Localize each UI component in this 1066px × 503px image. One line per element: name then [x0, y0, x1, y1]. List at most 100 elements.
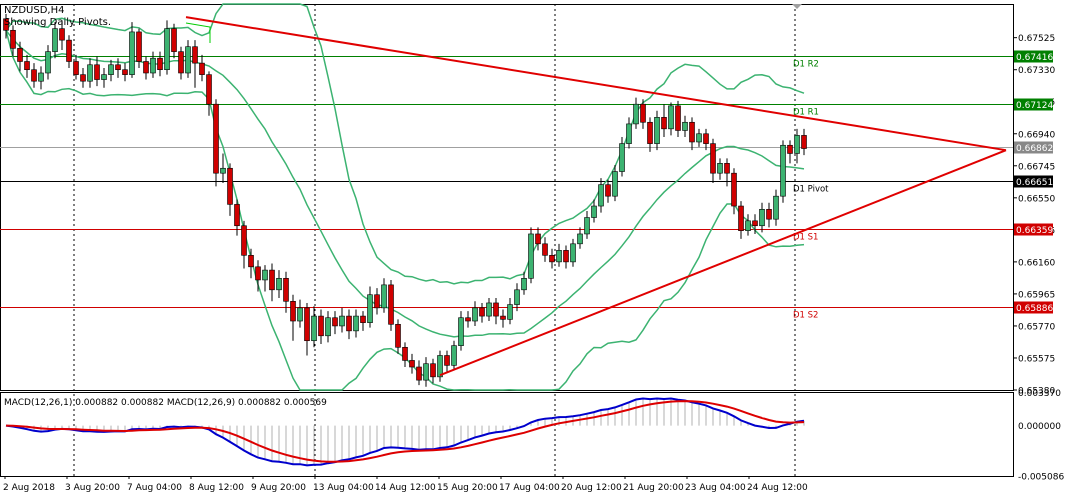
- x-axis-label-7: 15 Aug 20:00: [437, 483, 498, 493]
- pivot-tag-bg-4: [1014, 301, 1053, 314]
- candle-body-4: [31, 69, 37, 82]
- x-axis-label-8: 17 Aug 04:00: [499, 483, 560, 493]
- candle-body-92: [647, 121, 653, 144]
- macd-tick-label-0: 0.003370: [1018, 389, 1061, 399]
- candle-body-47: [332, 317, 338, 327]
- price-tick-label-9: 0.65770: [1018, 322, 1055, 332]
- candle-body-77: [542, 243, 548, 256]
- candle-body-65: [458, 317, 464, 346]
- candle-body-52: [367, 294, 373, 323]
- pivot-tag-1: 0.67124: [1016, 101, 1053, 111]
- candle-body-85: [598, 184, 604, 207]
- candle-body-60: [423, 363, 429, 381]
- pivots-note: Showing Daily Pivots.: [4, 17, 112, 28]
- macd-tick-label-2: -0.005086: [1018, 472, 1064, 482]
- pivot-tag-0: 0.67416: [1016, 53, 1053, 63]
- x-axis-label-5: 13 Aug 04:00: [313, 483, 374, 493]
- candle-body-113: [794, 135, 800, 154]
- current-price-tag-bg: [1014, 141, 1053, 154]
- x-axis-label-10: 21 Aug 20:00: [623, 483, 684, 493]
- candle-body-106: [745, 220, 751, 231]
- pivot-tag-bg-3: [1014, 223, 1053, 236]
- candle-body-11: [80, 74, 86, 82]
- x-axis-label-0: 2 Aug 2018: [3, 483, 55, 493]
- candle-body-82: [577, 233, 583, 245]
- candle-body-91: [640, 103, 646, 123]
- candle-body-13: [94, 64, 100, 80]
- candle-body-44: [311, 315, 317, 342]
- candle-body-5: [38, 72, 44, 82]
- price-tick-label-4: 0.66745: [1018, 162, 1055, 172]
- candle-body-100: [703, 133, 709, 144]
- candle-body-31: [220, 167, 226, 174]
- candle-body-26: [185, 46, 191, 74]
- candle-body-108: [759, 209, 765, 227]
- candle-body-29: [206, 74, 212, 105]
- candle-body-78: [549, 255, 555, 263]
- pivot-label-2: D1 Pivot: [793, 185, 829, 195]
- candle-body-15: [108, 64, 114, 75]
- candle-body-10: [73, 61, 79, 75]
- candle-body-102: [717, 163, 723, 174]
- candle-body-68: [479, 307, 485, 317]
- candle-body-64: [451, 345, 457, 366]
- macd-label: MACD(12,26,1) 0.000882 0.000882 MACD(12,…: [4, 397, 327, 409]
- candle-body-50: [353, 315, 359, 332]
- candle-body-69: [486, 302, 492, 317]
- candle-body-12: [87, 64, 93, 82]
- candle-body-79: [556, 250, 562, 263]
- candle-body-43: [304, 307, 310, 342]
- candle-body-39: [276, 278, 282, 291]
- selection-marker: [185, 22, 211, 43]
- candle-body-35: [248, 255, 254, 268]
- trendline-lower: [439, 149, 1007, 377]
- candle-body-97: [682, 121, 688, 131]
- x-axis-label-4: 9 Aug 20:00: [251, 483, 306, 493]
- candle-body-80: [563, 250, 569, 263]
- candle-body-14: [101, 74, 107, 80]
- candle-body-112: [787, 144, 793, 154]
- macd-label-part-a: MACD(12,26,1) 0.000882 0.000882: [4, 398, 164, 408]
- trendline-upper: [185, 16, 1007, 152]
- pivot-label-0: D1 R2: [793, 60, 819, 70]
- x-axis-label-1: 3 Aug 20:00: [65, 483, 120, 493]
- macd-label-part-b: MACD(12,26,9) 0.000882 0.000569: [166, 398, 327, 408]
- candle-body-20: [143, 61, 149, 74]
- candle-body-98: [689, 121, 695, 143]
- candle-body-27: [192, 46, 198, 64]
- candle-body-70: [493, 302, 499, 317]
- candle-body-55: [388, 284, 394, 325]
- candle-body-83: [584, 217, 590, 235]
- candle-body-25: [178, 51, 184, 74]
- candle-body-24: [171, 28, 177, 52]
- candle-body-107: [752, 220, 758, 227]
- candle-body-30: [213, 103, 219, 174]
- candle-body-89: [626, 123, 632, 144]
- scroll-marker-icon: [792, 4, 802, 9]
- candle-body-95: [668, 105, 674, 130]
- candle-body-72: [507, 304, 513, 320]
- candle-body-23: [164, 28, 170, 71]
- candle-body-36: [255, 266, 261, 281]
- x-axis-label-3: 8 Aug 12:00: [189, 483, 244, 493]
- candle-body-3: [24, 61, 30, 71]
- x-axis-label-12: 24 Aug 12:00: [747, 483, 808, 493]
- candle-body-34: [241, 225, 247, 256]
- price-tick-label-10: 0.65575: [1018, 354, 1055, 364]
- macd-signal-line: [5, 400, 805, 463]
- price-tick-label-8: 0.65965: [1018, 290, 1055, 300]
- price-tick-label-5: 0.66550: [1018, 194, 1055, 204]
- candle-body-114: [801, 135, 807, 149]
- candle-body-99: [696, 133, 702, 143]
- macd-tick-label-1: 0.000000: [1018, 422, 1061, 432]
- price-tick-label-1: 0.67330: [1018, 66, 1055, 76]
- candle-body-101: [710, 143, 716, 174]
- x-axis-label-11: 23 Aug 04:00: [685, 483, 746, 493]
- candle-body-21: [150, 57, 156, 74]
- candle-body-19: [136, 31, 142, 62]
- price-tick-label-11: 0.65380: [1018, 387, 1055, 397]
- candle-body-111: [780, 144, 786, 197]
- candle-body-6: [45, 51, 51, 74]
- candle-body-96: [675, 105, 681, 131]
